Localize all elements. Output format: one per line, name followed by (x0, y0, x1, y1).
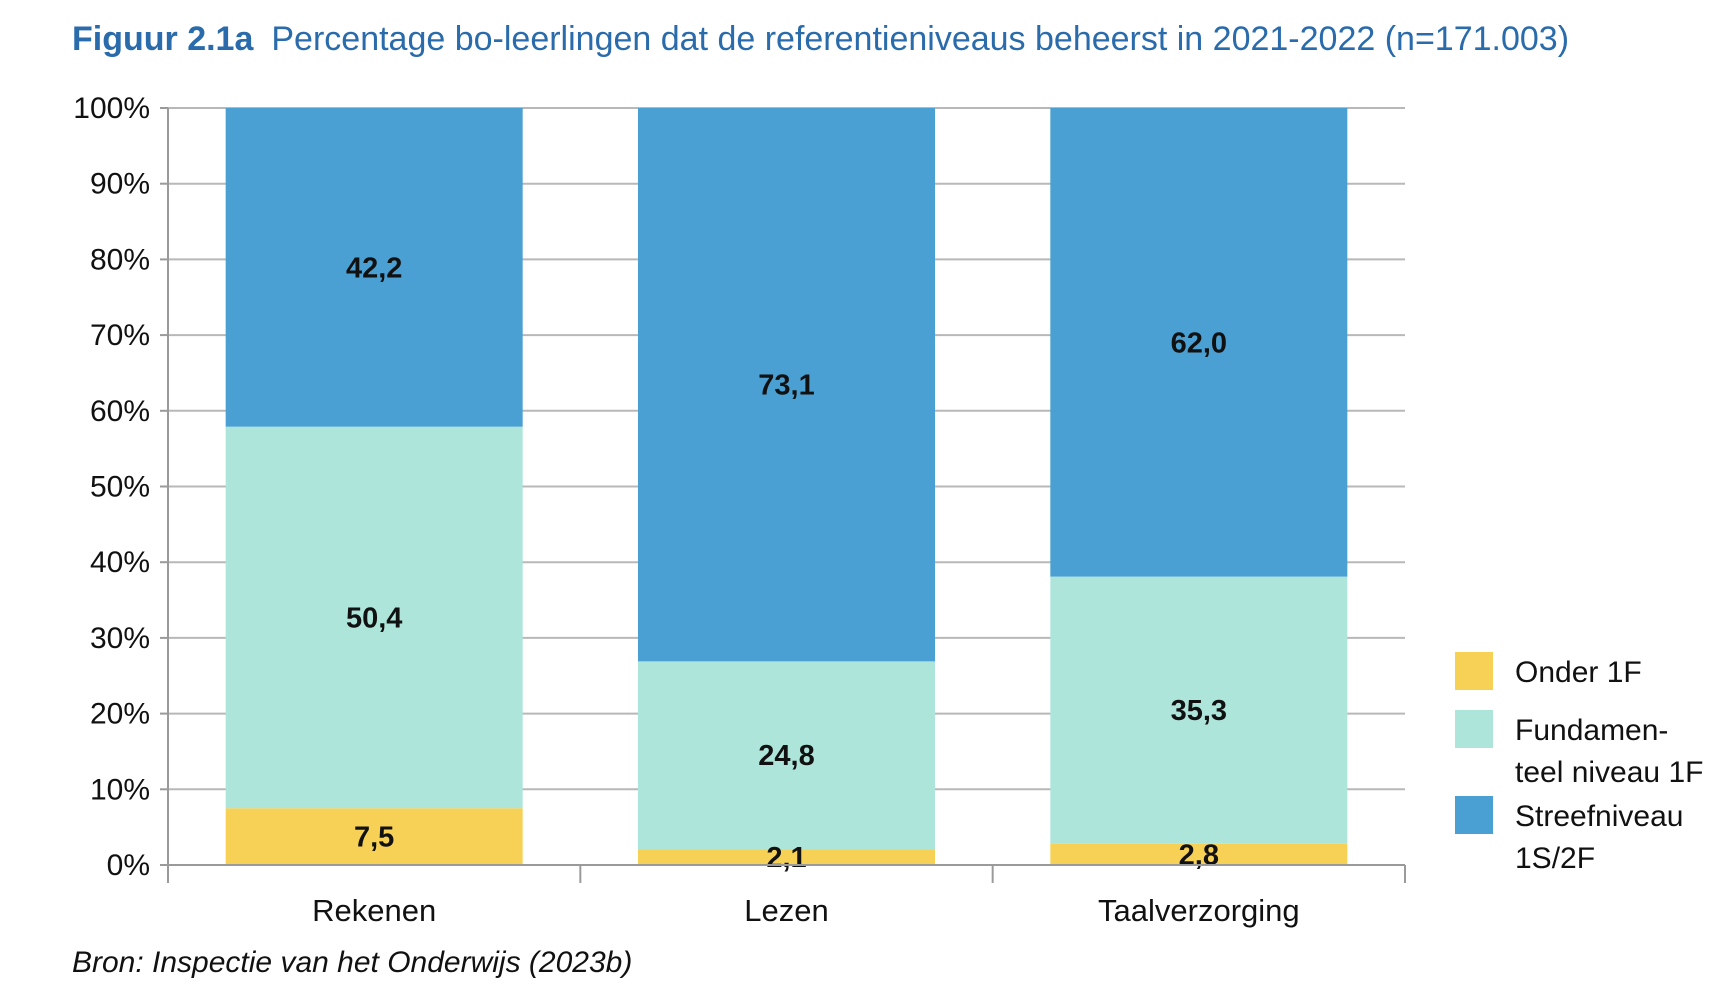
data-label: 73,1 (758, 370, 814, 402)
legend-label: Onder 1F (1515, 656, 1642, 689)
bar-segment (1050, 108, 1348, 577)
bar-segment (225, 108, 523, 427)
x-tick-label: Rekenen (312, 893, 436, 928)
data-labels: 7,5 50,4 42,2 2,1 24,8 73,1 2,8 35,3 62,0 (346, 252, 1227, 874)
legend-swatch (1455, 796, 1493, 834)
bar-segment (1050, 576, 1348, 844)
bar-segment (638, 849, 935, 865)
legend: Onder 1F Fundamen-teel niveau 1F Streefniv… (1455, 652, 1703, 875)
data-label: 7,5 (354, 822, 394, 854)
y-tick-label: 20% (90, 698, 150, 731)
title-text: Percentage bo-leerlingen dat de referent… (271, 20, 1570, 58)
bar-segment (1050, 843, 1348, 865)
legend-swatch (1455, 710, 1493, 748)
y-tick-label: 70% (90, 319, 150, 352)
data-label: 24,8 (758, 740, 814, 772)
y-tick-label: 40% (90, 546, 150, 579)
data-label: 2,1 (766, 842, 806, 874)
legend-label: teel niveau 1F (1515, 756, 1703, 789)
x-tick-label: Lezen (744, 893, 828, 928)
y-tick-label: 80% (90, 243, 150, 276)
y-tick-label: 0% (107, 849, 150, 882)
legend-label: 1S/2F (1515, 842, 1595, 875)
y-tick-label: 90% (90, 168, 150, 201)
legend-label: Fundamen- (1515, 714, 1668, 747)
data-label: 35,3 (1171, 695, 1227, 727)
y-tick-label: 60% (90, 395, 150, 428)
bar-segment (638, 661, 935, 850)
y-tick-label: 30% (90, 622, 150, 655)
bars (225, 108, 1348, 865)
x-axis: Rekenen Lezen Taalverzorging (167, 864, 1406, 928)
y-tick-label: 10% (90, 773, 150, 806)
bar-segment (225, 426, 523, 809)
data-label: 42,2 (346, 252, 402, 284)
chart-title: Figuur 2.1a Percentage bo-leerlingen dat … (72, 20, 1569, 59)
bar-segment (225, 808, 523, 865)
data-label: 50,4 (346, 602, 402, 634)
bar-segment (638, 108, 935, 662)
data-label: 62,0 (1171, 327, 1227, 359)
y-tick-label: 50% (90, 471, 150, 504)
y-axis: 0% 10% 20% 30% 40% 50% 60% 70% 80% 90% 100% (73, 92, 169, 882)
data-label: 2,8 (1179, 839, 1219, 871)
x-tick-label: Taalverzorging (1098, 893, 1300, 928)
figure-label: Figuur 2.1a (72, 20, 254, 58)
y-tick-label: 100% (73, 92, 150, 125)
source-note: Bron: Inspectie van het Onderwijs (2023b… (72, 946, 633, 979)
legend-label: Streefniveau (1515, 800, 1683, 833)
legend-swatch (1455, 652, 1493, 690)
